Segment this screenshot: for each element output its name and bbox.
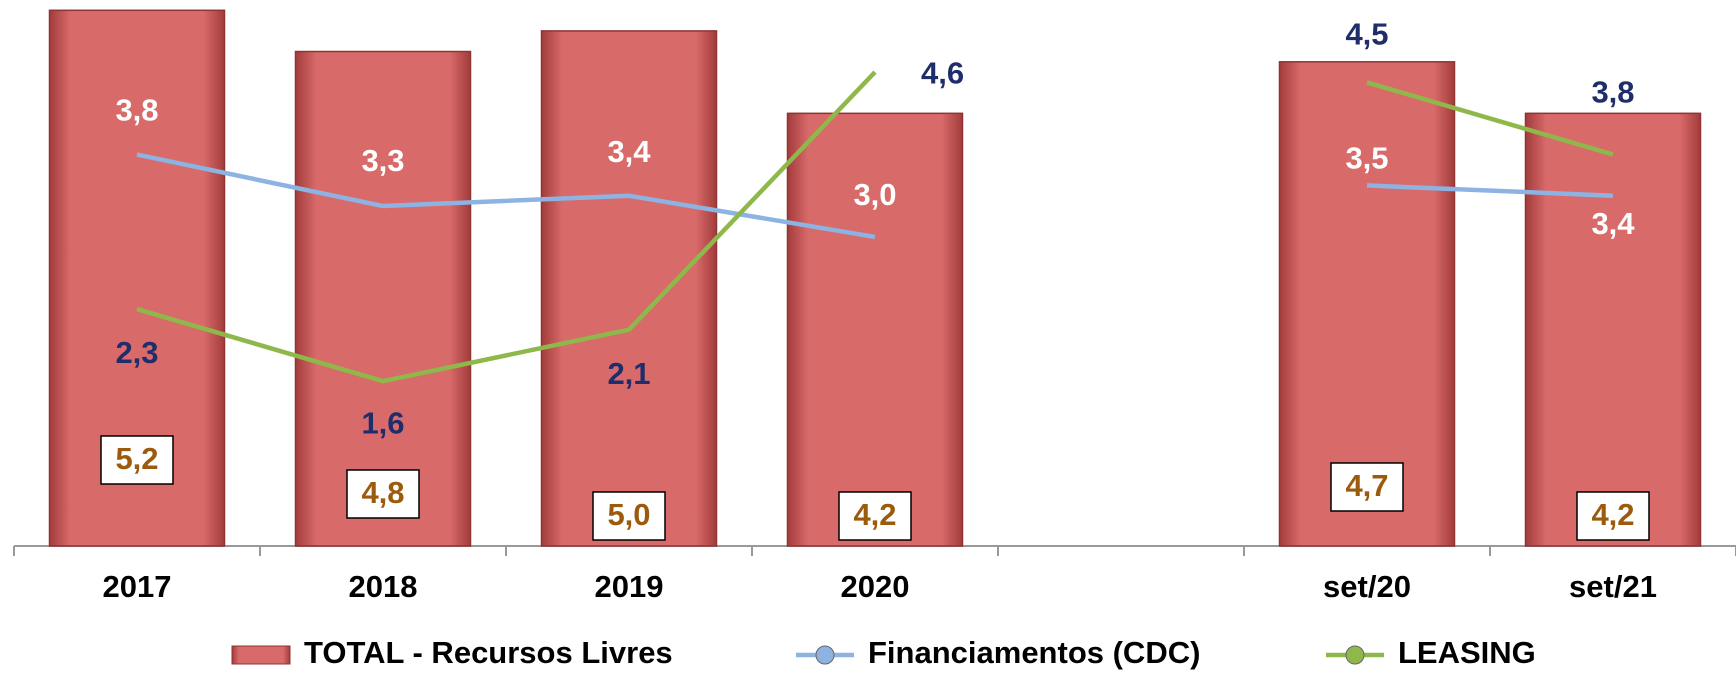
line-label: 2,3 <box>115 335 158 370</box>
line-label: 4,6 <box>921 55 964 90</box>
line-label: 3,0 <box>853 177 896 212</box>
bar-label-box <box>592 491 666 541</box>
line-label: 3,4 <box>1591 206 1635 241</box>
line <box>136 152 1614 240</box>
bar-label: 5,2 <box>115 441 158 476</box>
x-tick-label: 2019 <box>595 569 664 604</box>
x-tick-label: set/20 <box>1323 569 1411 604</box>
bar-label: 4,2 <box>1591 497 1634 532</box>
bar-label-box <box>838 491 912 541</box>
legend-swatch <box>231 645 291 665</box>
line-label: 1,6 <box>361 405 404 440</box>
line-label: 3,4 <box>607 134 651 169</box>
line-label: 4,5 <box>1345 17 1388 52</box>
line-label: 3,5 <box>1345 141 1388 176</box>
line-label: 3,3 <box>361 143 404 178</box>
x-tick-label: 2017 <box>103 569 172 604</box>
legend-marker <box>1345 645 1365 665</box>
bar-label-box <box>346 469 420 519</box>
bar-label-box <box>1330 462 1404 512</box>
bar-label: 4,8 <box>361 475 404 510</box>
bar-label: 5,0 <box>607 497 650 532</box>
line-label: 3,8 <box>1591 75 1634 110</box>
x-tick-label: 2018 <box>349 569 418 604</box>
bar <box>294 50 472 547</box>
legend-label: Financiamentos (CDC) <box>868 635 1200 670</box>
line-label: 2,1 <box>607 356 650 391</box>
legend-label: TOTAL - Recursos Livres <box>304 635 673 670</box>
x-tick-label: set/21 <box>1569 569 1657 604</box>
line <box>136 70 1614 384</box>
x-tick-label: 2020 <box>841 569 910 604</box>
bar-label: 4,7 <box>1345 468 1388 503</box>
bar <box>540 30 718 547</box>
bar <box>786 112 964 547</box>
bar-label-box <box>1576 491 1650 541</box>
bar-label: 4,2 <box>853 497 896 532</box>
bar-label-box <box>100 435 174 485</box>
legend-marker <box>815 645 835 665</box>
line-label: 3,8 <box>115 93 158 128</box>
legend-label: LEASING <box>1398 635 1536 670</box>
bar <box>1524 112 1702 547</box>
